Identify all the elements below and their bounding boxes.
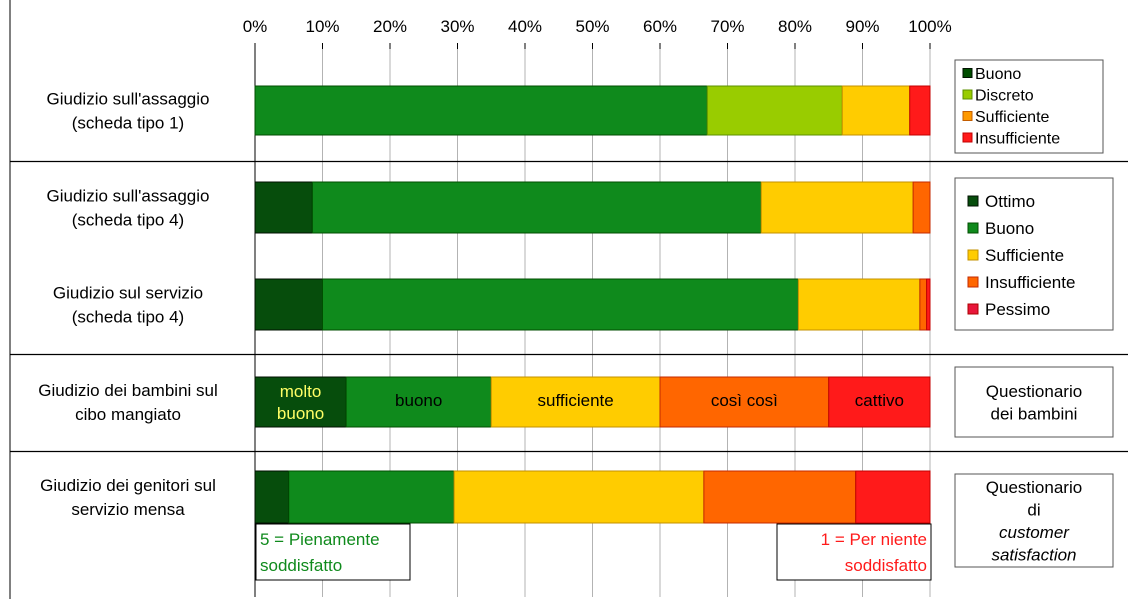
legend-label: Ottimo [985,192,1035,211]
bar-segment [909,85,931,136]
bar-segment [828,376,931,428]
note-text: Questionario [986,478,1082,497]
legend-label: Insufficiente [985,273,1075,292]
legend-box [954,59,1104,154]
tick-label: 10% [305,17,339,36]
category-label: (scheda tipo 4) [72,308,184,327]
bar-segment [288,470,455,524]
bar-segment [254,181,313,234]
bar-segment-label: molto [280,382,322,401]
legend-label: Sufficiente [975,109,1050,126]
bar-segment [490,376,661,428]
bar-segment [841,85,911,136]
annotation-text: 5 = Pienamente [260,530,380,549]
annotation-box [255,523,411,581]
bar-segment-label: sufficiente [538,391,614,410]
bar-segment [912,181,931,234]
bar-segment [926,278,931,331]
tick-label: 80% [778,17,812,36]
bar-segment [254,376,347,428]
annotation-text: soddisfatto [260,556,342,575]
legend-label: Sufficiente [985,246,1064,265]
annotation-box [776,523,932,581]
legend-label: Buono [975,66,1021,83]
tick-label: 70% [710,17,744,36]
bar-segment [855,470,931,524]
bar-segment-label: buono [395,391,442,410]
bar-segment-label: buono [277,404,324,423]
legend-label: Pessimo [985,300,1050,319]
bar-segment [706,85,843,136]
category-label: Giudizio sul servizio [53,284,203,303]
tick-label: 30% [440,17,474,36]
tick-label: 100% [908,17,951,36]
category-label: Giudizio sull'assaggio [47,90,210,109]
legend-label: Discreto [975,88,1034,105]
category-label: cibo mangiato [75,405,181,424]
bar-segment [760,181,914,234]
tick-label: 60% [643,17,677,36]
bar-segment [254,85,708,136]
category-label: Giudizio dei bambini sul [38,381,218,400]
legend-box [954,473,1114,568]
legend-box [954,177,1114,331]
bar-segment [659,376,830,428]
bar-segment-label: cattivo [855,391,904,410]
legend-swatch [967,195,979,207]
tick-label: 90% [845,17,879,36]
legend-label: Buono [985,219,1034,238]
legend-swatch [962,132,973,143]
legend-box [954,366,1114,438]
bar-segment [322,278,799,331]
legend-swatch [962,89,973,100]
note-text: di [1027,500,1040,519]
legend-swatch [962,68,973,78]
legend-swatch [967,222,979,234]
note-text: dei bambini [991,404,1078,423]
legend-swatch [962,111,973,121]
bar-segment-label: così così [711,391,778,410]
note-text: Questionario [986,382,1082,401]
bar-segment [345,376,492,428]
category-label: (scheda tipo 4) [72,211,184,230]
category-label: Giudizio sull'assaggio [47,187,210,206]
tick-label: 40% [508,17,542,36]
legend-swatch [967,276,979,288]
tick-label: 20% [373,17,407,36]
bar-segment [703,470,857,524]
bar-segment [254,278,323,331]
category-label: (scheda tipo 1) [72,114,184,133]
category-label: servizio mensa [71,500,185,519]
bar-segment [797,278,921,331]
legend-swatch [967,303,979,315]
note-text: satisfaction [991,545,1076,564]
bar-segment [254,470,290,524]
legend-label: Insufficiente [975,131,1060,148]
annotation-text: 1 = Per niente [821,530,927,549]
category-label: Giudizio dei genitori sul [40,476,216,495]
bar-segment [311,181,762,234]
bar-segment [453,470,705,524]
note-text: customer [999,523,1070,542]
tick-label: 50% [575,17,609,36]
annotation-text: soddisfatto [845,556,927,575]
legend-swatch [967,249,979,261]
bar-segment [919,278,928,331]
tick-label: 0% [243,17,268,36]
